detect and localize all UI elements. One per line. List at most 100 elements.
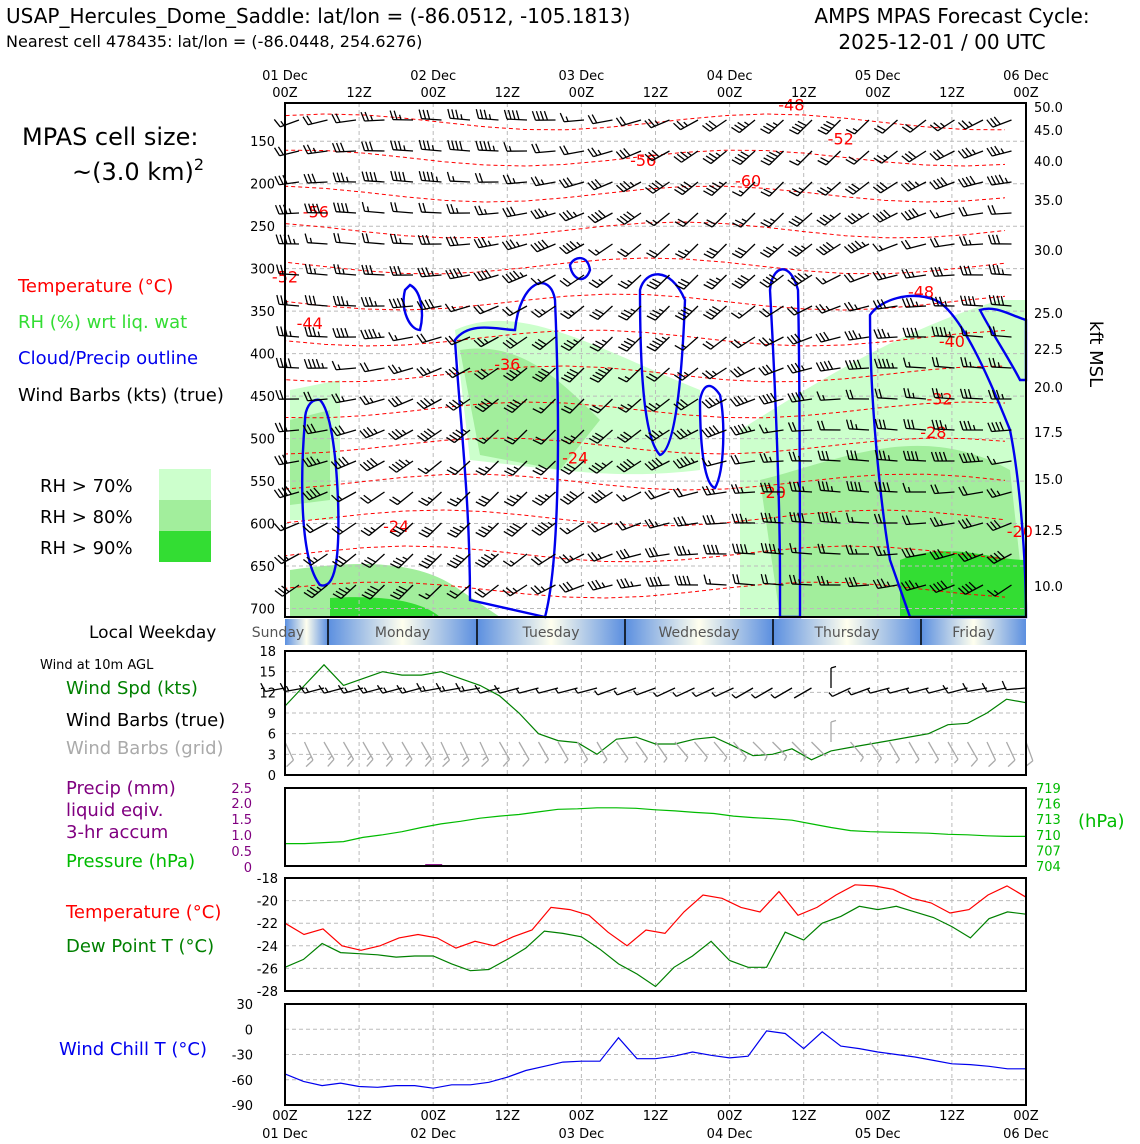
upper-wind-barb-flag bbox=[485, 269, 490, 277]
upper-wind-barb-flag bbox=[849, 331, 853, 339]
true-wind-barb bbox=[692, 688, 714, 696]
top-hour-label: 12Z bbox=[346, 86, 372, 101]
bottom-hour-label: 00Z bbox=[272, 1109, 298, 1124]
upper-wind-barb-flag bbox=[453, 432, 461, 437]
upper-wind-barb-flag bbox=[419, 533, 427, 537]
upper-wind-barb-flag bbox=[288, 235, 291, 244]
upper-wind-barb bbox=[759, 393, 784, 404]
upper-wind-barb-flag bbox=[816, 277, 823, 284]
upper-wind-barb bbox=[616, 492, 641, 501]
upper-wind-barb-flag bbox=[341, 173, 344, 182]
upper-wind-barb-flag bbox=[616, 494, 623, 501]
grid-wind-barb bbox=[831, 721, 836, 743]
upper-wind-barb-halfflag bbox=[517, 495, 522, 498]
upper-wind-barb-halfflag bbox=[599, 280, 603, 283]
grid-wind-barb-staff bbox=[305, 742, 313, 760]
upper-wind-barb-flag bbox=[365, 297, 368, 306]
upper-wind-barb-flag bbox=[589, 315, 597, 320]
upper-wind-barb-flag bbox=[734, 426, 739, 434]
upper-wind-barb-flag bbox=[456, 555, 464, 559]
upper-wind-barb-staff bbox=[769, 244, 784, 257]
upper-wind-barb bbox=[702, 368, 726, 379]
upper-wind-barb bbox=[559, 582, 584, 592]
upper-wind-barb-flag bbox=[791, 248, 799, 253]
upper-wind-barb-halfflag bbox=[453, 176, 454, 181]
height-tick-label: 50.0 bbox=[1034, 101, 1063, 116]
upper-wind-barb bbox=[475, 206, 499, 215]
upper-wind-barb-flag bbox=[279, 456, 284, 464]
upper-wind-barb bbox=[391, 202, 413, 213]
upper-wind-barb bbox=[674, 368, 698, 380]
upper-wind-barb-halfflag bbox=[456, 208, 458, 213]
upper-wind-barb bbox=[360, 427, 385, 437]
upper-wind-barb-flag bbox=[332, 361, 336, 370]
upper-wind-barb-halfflag bbox=[742, 219, 747, 221]
upper-wind-barb bbox=[277, 295, 299, 306]
upper-wind-barb-flag bbox=[365, 330, 369, 339]
upper-wind-barb-staff bbox=[397, 492, 413, 505]
upper-wind-barb-flag bbox=[852, 184, 860, 189]
true-wind-barb bbox=[732, 688, 753, 698]
upper-wind-barb-flag bbox=[991, 176, 995, 184]
upper-wind-barb-staff bbox=[423, 368, 441, 376]
upper-wind-barb-flag bbox=[482, 238, 487, 246]
upper-wind-barb-flag bbox=[281, 295, 283, 304]
upper-wind-barb-flag bbox=[874, 128, 882, 133]
upper-wind-barb-flag bbox=[278, 489, 283, 497]
upper-wind-barb-flag bbox=[738, 248, 746, 252]
upper-wind-barb-flag bbox=[504, 501, 512, 505]
upper-wind-barb bbox=[419, 110, 441, 120]
precip-tick-label: 2.0 bbox=[231, 797, 252, 812]
upper-wind-barb bbox=[276, 358, 299, 368]
upper-wind-barb-flag bbox=[959, 236, 963, 245]
upper-wind-barb-halfflag bbox=[343, 269, 344, 274]
upper-wind-barb-flag bbox=[817, 190, 825, 195]
upper-wind-barb bbox=[818, 151, 841, 165]
wind-tick-label: 9 bbox=[268, 707, 276, 722]
upper-wind-barb-staff bbox=[422, 180, 442, 182]
upper-wind-barb bbox=[447, 554, 470, 568]
upper-wind-barb-flag bbox=[674, 518, 678, 526]
upper-wind-barb-halfflag bbox=[598, 554, 601, 558]
upper-wind-barb bbox=[989, 265, 1011, 275]
upper-wind-barb-flag bbox=[624, 549, 629, 557]
upper-wind-barb-flag bbox=[423, 203, 426, 212]
precip-tick-label: 0 bbox=[244, 861, 252, 876]
true-wind-barb-halfflag bbox=[831, 667, 836, 669]
upper-wind-barb bbox=[333, 143, 356, 152]
grid-wind-barb bbox=[948, 742, 958, 763]
upper-wind-barb-halfflag bbox=[314, 557, 318, 560]
upper-wind-barb-flag bbox=[427, 172, 429, 181]
bottom-hour-label: 12Z bbox=[346, 1109, 372, 1124]
upper-wind-barb-flag bbox=[735, 125, 743, 130]
upper-wind-barb-flag bbox=[560, 528, 567, 534]
upper-wind-barb bbox=[419, 140, 441, 151]
upper-wind-barb-flag bbox=[337, 328, 340, 337]
upper-wind-barb-flag bbox=[504, 142, 507, 151]
upper-wind-barb-halfflag bbox=[826, 306, 829, 310]
upper-wind-barb bbox=[417, 334, 442, 343]
bottom-hour-label: 00Z bbox=[569, 1109, 595, 1124]
upper-wind-barb-flag bbox=[484, 555, 492, 560]
grid-wind-barb-staff bbox=[948, 742, 958, 759]
upper-wind-barb-flag bbox=[959, 208, 963, 216]
upper-wind-barb-staff bbox=[596, 244, 613, 255]
upper-wind-barb-halfflag bbox=[460, 526, 465, 528]
true-wind-barb-staff bbox=[870, 688, 889, 693]
grid-wind-barb-halfflag bbox=[896, 759, 900, 763]
upper-wind-barb-halfflag bbox=[452, 306, 455, 310]
upper-wind-barb-halfflag bbox=[281, 525, 284, 529]
upper-wind-barb-flag bbox=[389, 332, 394, 340]
upper-wind-barb-flag bbox=[450, 467, 458, 472]
upper-wind-barb-halfflag bbox=[662, 337, 667, 340]
upper-wind-barb-flag bbox=[988, 205, 992, 214]
upper-wind-barb-flag bbox=[447, 533, 455, 537]
upper-wind-barb bbox=[789, 213, 812, 226]
upper-wind-barb-flag bbox=[403, 172, 405, 181]
upper-wind-barb-flag bbox=[652, 341, 660, 345]
upper-wind-barb-flag bbox=[646, 220, 654, 225]
grid-wind-barb-flag bbox=[482, 760, 489, 767]
upper-wind-barb-flag bbox=[989, 295, 991, 304]
upper-wind-barb-flag bbox=[673, 489, 678, 497]
